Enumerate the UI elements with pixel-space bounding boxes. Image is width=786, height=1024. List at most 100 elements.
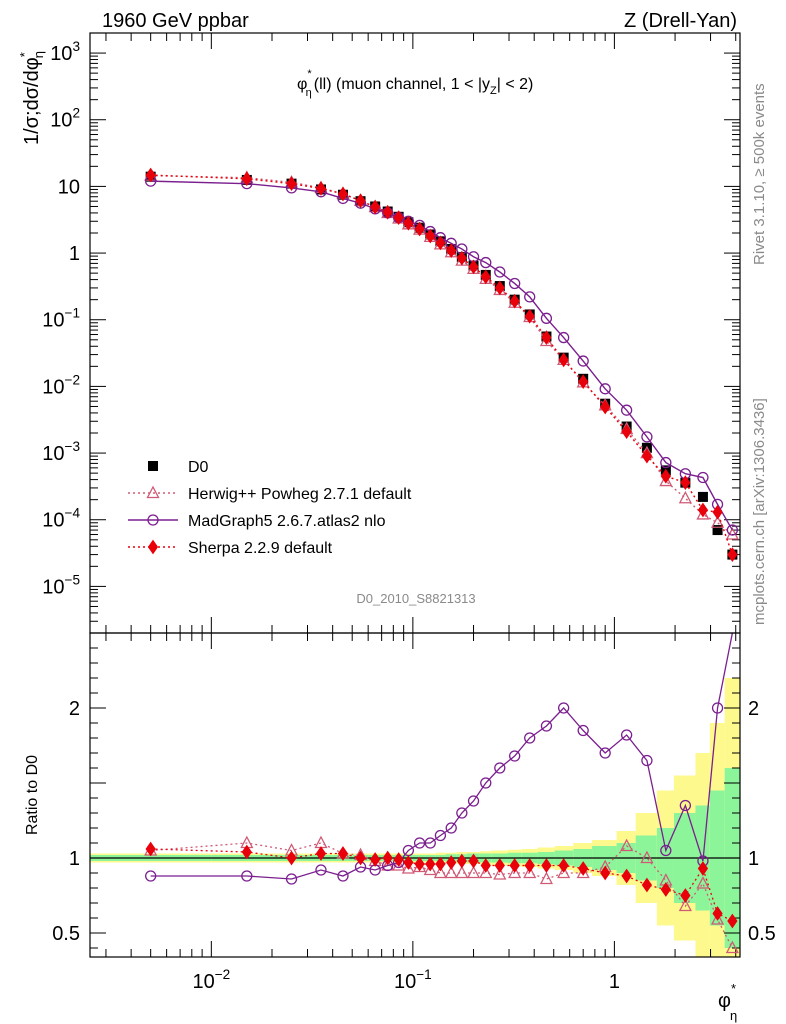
series-point-ratio <box>557 702 570 714</box>
series-point-ratio <box>403 855 414 870</box>
legend-entry: Herwig++ Powheg 2.7.1 default <box>128 485 412 503</box>
series-point-main <box>425 228 436 244</box>
series-point-main <box>286 176 297 192</box>
series-point-ratio <box>433 865 447 879</box>
series-point-ratio <box>401 861 415 874</box>
series-point-main <box>557 331 570 344</box>
legend-entry: D0 <box>148 459 209 476</box>
series-point-ratio <box>480 858 491 873</box>
series-point-ratio <box>678 898 692 912</box>
mcplots-label: mcplots.cern.ch [arXiv:1306.3436] <box>751 398 768 625</box>
series-point-ratio <box>524 858 535 873</box>
series-point-main <box>620 404 633 416</box>
series-point-ratio <box>315 846 327 861</box>
series-point-main <box>696 507 710 520</box>
series-point-ratio <box>727 913 738 929</box>
series-point-main <box>414 221 425 237</box>
series-point-main <box>403 215 414 231</box>
series-point-main <box>382 204 393 220</box>
y-tick-label-main: 102 <box>50 106 80 132</box>
x-axis-label: φ* η <box>718 981 737 1023</box>
y-tick-label-ratio-right: 1 <box>748 848 759 870</box>
series-point-main <box>697 491 708 502</box>
y-tick-label-main: 10−5 <box>42 572 80 598</box>
series-point-main <box>558 352 569 368</box>
y-tick-label-ratio-right: 2 <box>748 698 759 720</box>
legend-label: MadGraph5 2.6.7.atlas2 nlo <box>188 513 386 530</box>
series-point-ratio <box>494 858 505 873</box>
y-axis-label-main: 1/σ;dσ/dφ*η <box>17 51 46 145</box>
series-point-ratio <box>241 844 252 860</box>
series-point-main <box>641 448 653 464</box>
series-point-ratio <box>523 865 537 879</box>
series-point-ratio <box>286 850 297 866</box>
series-point-ratio <box>539 871 554 885</box>
series-point-main <box>524 308 535 324</box>
series-point-main <box>370 199 381 215</box>
series-point-ratio <box>660 844 672 857</box>
series-line-ratio <box>150 632 734 880</box>
series-point-ratio <box>558 858 569 873</box>
legend-marker <box>147 539 159 555</box>
series-point-main <box>727 547 738 562</box>
y-tick-label-main: 10−3 <box>42 439 80 465</box>
series-point-ratio <box>423 862 437 876</box>
series-point-main <box>578 374 589 389</box>
series-point-ratio <box>145 870 157 882</box>
series-point-main <box>710 515 725 528</box>
series-point-ratio <box>315 864 327 876</box>
series-point-ratio <box>424 837 436 849</box>
series-point-ratio <box>285 873 298 885</box>
series-point-ratio <box>355 850 366 866</box>
series-point-ratio <box>468 853 479 869</box>
series-point-main <box>509 293 520 309</box>
series-point-main <box>480 269 491 285</box>
series-point-ratio <box>509 858 520 873</box>
series-point-main <box>577 355 589 367</box>
series-point-ratio <box>541 858 552 873</box>
series-point-main <box>712 525 723 536</box>
series-point-main <box>726 524 739 536</box>
series-point-ratio <box>577 724 589 737</box>
series-point-ratio <box>382 850 393 866</box>
series-point-main <box>456 250 467 266</box>
series-point-ratio <box>620 729 633 741</box>
series-point-ratio <box>413 837 426 849</box>
series-point-ratio <box>509 750 521 762</box>
series-point-ratio <box>600 865 611 881</box>
series-point-ratio <box>446 855 457 870</box>
series-point-main <box>480 256 492 269</box>
series-point-main <box>393 210 404 226</box>
series-point-ratio <box>696 876 710 889</box>
legend: D0 Herwig++ Powheg 2.7.1 default MadGraph5… <box>128 459 412 557</box>
data-layer <box>144 167 739 954</box>
series-point-ratio <box>145 841 156 857</box>
series-point-ratio <box>640 850 654 864</box>
series-point-ratio <box>370 852 381 867</box>
series-point-main <box>446 243 457 258</box>
legend-label: D0 <box>188 459 209 476</box>
legend-label: Sherpa 2.2.9 default <box>188 540 333 557</box>
series-point-ratio <box>578 861 589 876</box>
series-point-ratio <box>445 822 457 834</box>
series-point-ratio <box>679 799 692 812</box>
series-point-ratio <box>660 882 671 897</box>
series-point-ratio <box>599 747 611 759</box>
series-point-ratio <box>641 877 653 893</box>
series-point-ratio <box>467 795 480 807</box>
series-point-ratio <box>725 940 739 954</box>
series-point-ratio <box>337 846 349 861</box>
series-point-main <box>494 280 505 296</box>
y-tick-label-main: 10−4 <box>42 506 80 532</box>
series-point-ratio <box>425 856 436 872</box>
legend-marker <box>147 514 159 526</box>
series-point-ratio <box>540 720 553 732</box>
series-line-main <box>150 174 733 536</box>
series-point-main <box>697 502 709 518</box>
series-point-main <box>659 473 673 487</box>
y-tick-label-main: 10−2 <box>42 372 80 398</box>
series-point-main <box>355 193 366 209</box>
process-label: Z (Drell-Yan) <box>624 10 737 32</box>
legend-entry: Sherpa 2.2.9 default <box>128 539 333 557</box>
